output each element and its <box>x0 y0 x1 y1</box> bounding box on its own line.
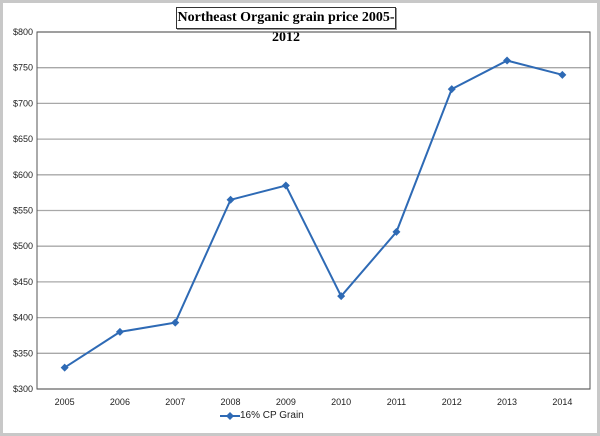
x-tick-label: 2013 <box>497 397 517 407</box>
x-tick-label: 2006 <box>110 397 130 407</box>
x-tick-label: 2010 <box>331 397 351 407</box>
data-point <box>392 227 401 236</box>
y-tick-label: $750 <box>13 63 33 73</box>
y-tick-label: $800 <box>13 27 33 37</box>
data-point <box>115 327 124 336</box>
x-tick-label: 2011 <box>387 397 406 407</box>
data-point <box>503 56 512 65</box>
data-point <box>281 181 290 190</box>
data-point <box>337 292 346 301</box>
legend: 16% CP Grain <box>220 410 304 421</box>
x-tick-label: 2008 <box>221 397 241 407</box>
data-point <box>60 363 69 372</box>
x-tick-label: 2012 <box>442 397 462 407</box>
y-tick-label: $400 <box>13 313 33 323</box>
x-tick-label: 2009 <box>276 397 296 407</box>
y-tick-label: $500 <box>13 241 33 251</box>
y-tick-label: $300 <box>13 384 33 394</box>
y-tick-label: $450 <box>13 277 33 287</box>
series-line <box>64 59 563 369</box>
chart-title: Northeast Organic grain price 2005-2012 <box>176 7 396 45</box>
data-point <box>558 70 567 79</box>
y-tick-label: $600 <box>13 170 33 180</box>
y-tick-label: $350 <box>13 348 33 358</box>
y-tick-label: $650 <box>13 134 33 144</box>
x-tick-label: 2014 <box>552 397 572 407</box>
plot-area <box>36 31 591 390</box>
legend-marker-icon <box>220 411 240 420</box>
x-tick-label: 2007 <box>165 397 185 407</box>
y-tick-label: $550 <box>13 206 33 216</box>
data-point <box>447 85 456 94</box>
legend-label: 16% CP Grain <box>240 410 304 421</box>
data-point <box>226 195 235 204</box>
y-tick-label: $700 <box>13 98 33 108</box>
data-point <box>171 318 180 327</box>
x-tick-label: 2005 <box>55 397 75 407</box>
